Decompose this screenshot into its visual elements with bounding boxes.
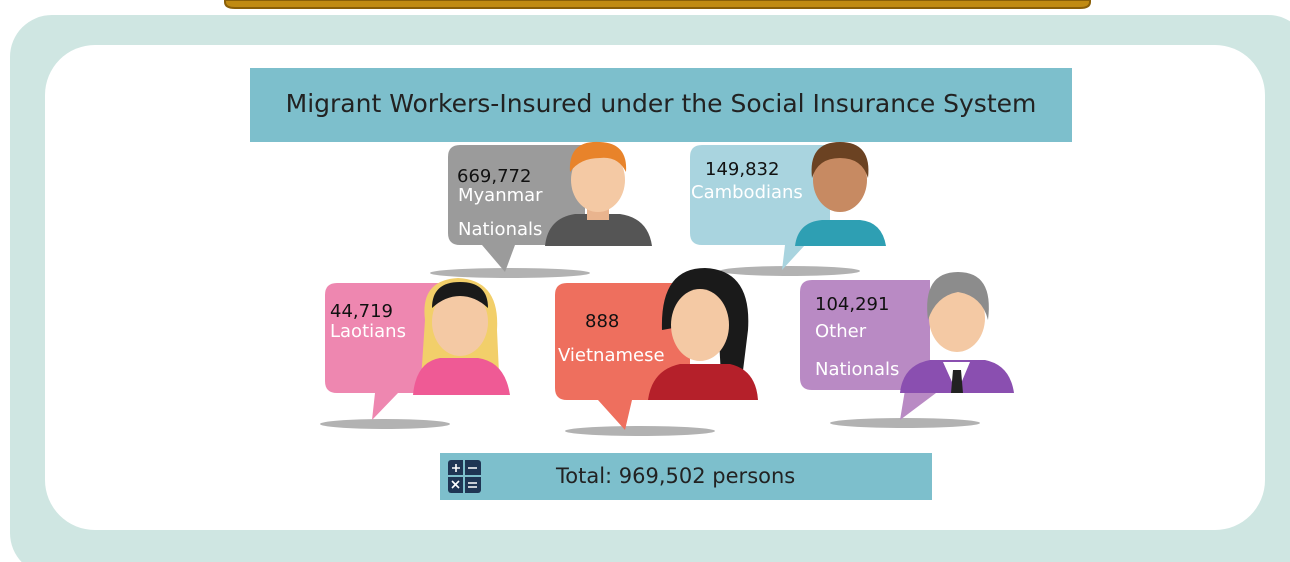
top-bar xyxy=(225,0,1090,8)
label: Myanmar xyxy=(458,185,543,206)
label: Cambodians xyxy=(691,182,803,203)
label: Other xyxy=(815,321,867,342)
count: 44,719 xyxy=(330,301,393,322)
shadow xyxy=(565,426,715,436)
count: 104,291 xyxy=(815,294,889,315)
total: Total: 969,502 persons xyxy=(555,464,795,488)
count: 149,832 xyxy=(705,159,779,180)
shadow xyxy=(430,268,590,278)
person-head xyxy=(671,289,729,361)
count: 669,772 xyxy=(457,166,531,187)
shadow xyxy=(830,418,980,428)
calculator-icon xyxy=(448,460,481,493)
label: Nationals xyxy=(458,219,542,240)
title: Migrant Workers-Insured under the Social… xyxy=(286,89,1037,118)
label: Vietnamese xyxy=(558,345,665,366)
shadow xyxy=(720,266,860,276)
label: Laotians xyxy=(330,321,406,342)
person-tie xyxy=(951,370,963,393)
count: 888 xyxy=(585,311,619,332)
label: Nationals xyxy=(815,359,899,380)
shadow xyxy=(320,419,450,429)
person-body xyxy=(795,220,886,246)
page: Migrant Workers-Insured under the Social… xyxy=(0,0,1290,562)
infographic: Migrant Workers-Insured under the Social… xyxy=(0,0,1290,562)
